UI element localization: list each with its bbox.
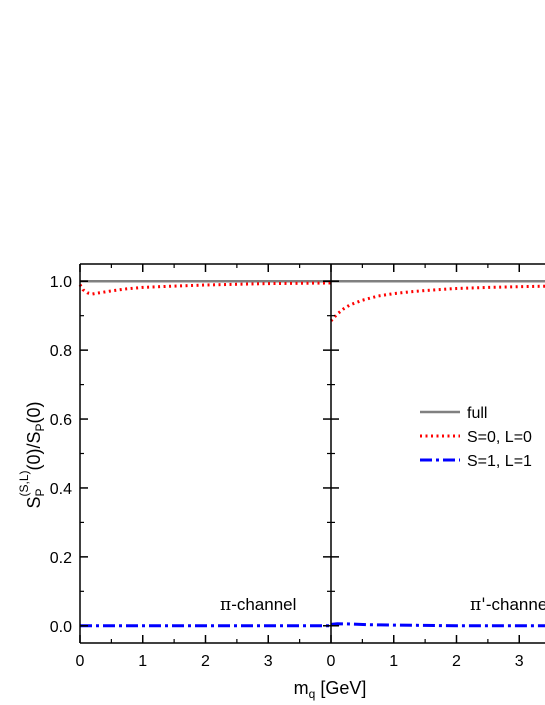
panel-2-x-tick-label: 1 — [389, 653, 398, 670]
panel-2-series-2-line — [329, 284, 545, 322]
x-axis-label-tail: [GeV] — [315, 678, 366, 698]
panel-1-x-tick-label: 0 — [76, 653, 85, 670]
x-axis-label: mq [GeV] — [294, 678, 367, 701]
panel-2-annotation-symbol: π' — [470, 595, 486, 615]
panel-2-series-3-line — [330, 622, 545, 628]
panel-1-series-2-line — [78, 281, 332, 296]
legend-label-1: full — [467, 405, 487, 422]
y-axis-label-sup1: (S,L) — [17, 470, 31, 496]
axes: 0 1 2 3 0 1 2 3 0.0 0.2 0.4 0.6 0.8 1.0 — [50, 263, 545, 670]
panel-1-x-tick-label: 1 — [138, 653, 147, 670]
panel-1-x-tick-label: 3 — [264, 653, 273, 670]
y-tick-label: 0.2 — [50, 550, 72, 567]
y-tick-label: 0.4 — [50, 481, 72, 498]
y-axis-label-main: S — [24, 497, 44, 509]
panel-2-x-tick-label: 3 — [515, 653, 524, 670]
panel-1-annotation-text: -channel — [231, 595, 296, 614]
x-axis-label-main: m — [294, 678, 309, 698]
y-tick-label: 0.6 — [50, 412, 72, 429]
x-axis-label-sub: q — [309, 687, 316, 701]
y-axis-label-sub2: P — [33, 423, 47, 431]
y-axis-label-sub1: P — [33, 489, 47, 497]
y-tick-label: 1.0 — [50, 274, 72, 291]
legend-label-2: S=0, L=0 — [467, 429, 532, 446]
legend-label-3: S=1, L=1 — [467, 453, 532, 470]
y-axis-label: SP(S,L)(0)/SP(0) — [17, 401, 47, 508]
y-axis-label-tail: (0) — [24, 401, 44, 423]
panel-1-annotation-symbol: π — [220, 595, 231, 615]
panel-2-annotation-text: -channel — [486, 595, 545, 614]
panel-1-x-tick-label: 2 — [201, 653, 210, 670]
panel-2-x-tick-label: 0 — [327, 653, 336, 670]
panel-2-annotation: π'-channel — [470, 595, 545, 615]
y-tick-label: 0.8 — [50, 343, 72, 360]
plot-area — [78, 279, 545, 628]
legend: full S=0, L=0 S=1, L=1 — [420, 405, 532, 470]
panel-1-annotation: π-channel — [220, 595, 296, 615]
y-tick-label: 0.0 — [50, 619, 72, 636]
y-axis-label-mid: (0)/S — [24, 431, 44, 470]
panel-2-x-tick-label: 2 — [452, 653, 461, 670]
